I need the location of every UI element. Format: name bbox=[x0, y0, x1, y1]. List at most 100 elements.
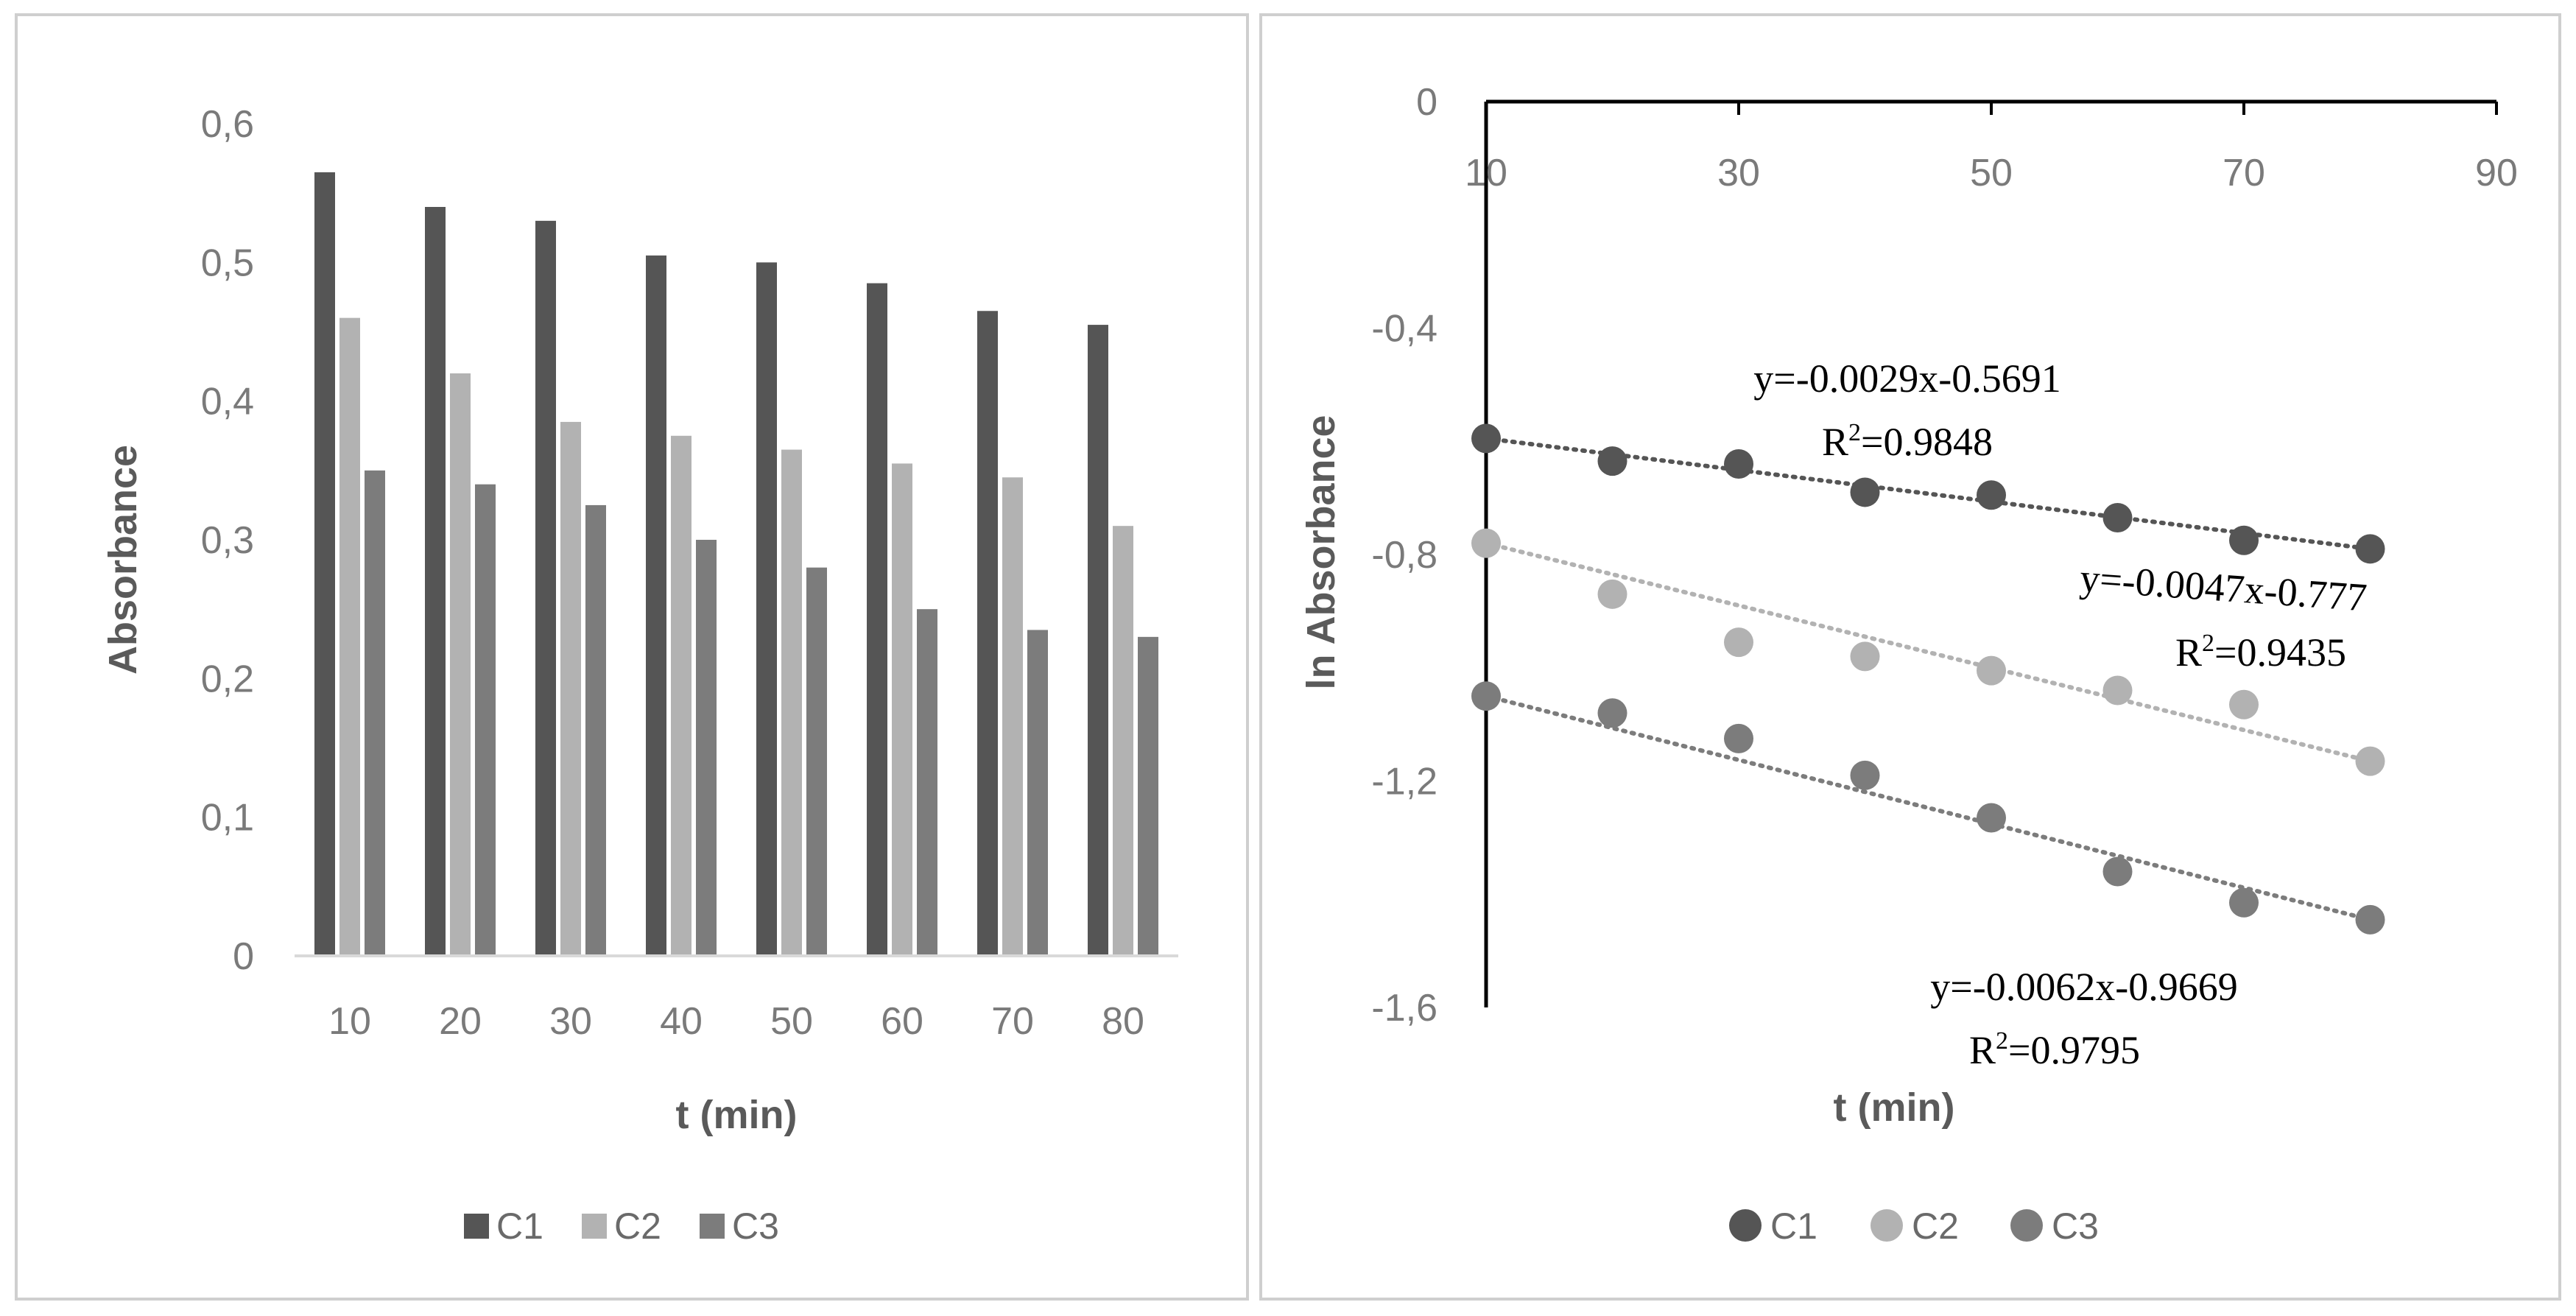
bar-x-tick-label: 60 bbox=[881, 1000, 923, 1043]
left-panel-frame bbox=[15, 13, 1249, 1301]
scatter-points bbox=[1471, 423, 2385, 935]
point-c2 bbox=[2229, 689, 2259, 719]
bar-x-tick-label: 70 bbox=[991, 1000, 1034, 1043]
scatter-y-tick-label: 0 bbox=[1416, 81, 1437, 124]
bar-y-tick-label: 0,5 bbox=[201, 242, 254, 284]
point-c1 bbox=[1977, 480, 2006, 510]
bar-chart: 0 0,1 0,2 0,3 0,4 0,5 0,6 10 20 30 40 50 60 70 80 Abs… bbox=[101, 103, 1178, 1247]
c1-equation: y=-0.0029x-0.5691 bbox=[1753, 356, 2061, 401]
trendline-c1 bbox=[1484, 436, 2373, 552]
point-c2 bbox=[1850, 641, 1880, 672]
bar-c3 bbox=[917, 609, 937, 956]
right-panel-frame bbox=[1259, 13, 2561, 1301]
bar-c3 bbox=[696, 540, 717, 956]
scatter-legend-label-c3: C3 bbox=[2052, 1206, 2099, 1247]
c1-trend-annotation: y=-0.0029x-0.5691 R2=0.9848 bbox=[1753, 356, 2061, 464]
bar-c1 bbox=[756, 262, 777, 956]
bar-c1 bbox=[646, 255, 666, 957]
bar-x-tick-label: 30 bbox=[549, 1000, 592, 1043]
scatter-legend-marker-c3 bbox=[2010, 1209, 2043, 1242]
bar-c2 bbox=[892, 463, 912, 956]
scatter-legend-marker-c1 bbox=[1729, 1209, 1762, 1242]
bar-x-tick-label: 20 bbox=[439, 1000, 482, 1043]
bar-c2 bbox=[671, 435, 691, 956]
scatter-x-axis-title: t (min) bbox=[1834, 1085, 1955, 1130]
point-c3 bbox=[2355, 904, 2385, 935]
point-c1 bbox=[2229, 525, 2259, 555]
scatter-x-tick-label: 50 bbox=[1970, 152, 2013, 194]
point-c3 bbox=[1597, 698, 1627, 728]
bar-c1 bbox=[977, 311, 998, 956]
bar-c2 bbox=[339, 317, 360, 957]
scatter-trendlines bbox=[1484, 436, 2373, 922]
scatter-legend: C1 C2 C3 bbox=[1729, 1206, 2099, 1247]
bar-c2 bbox=[781, 449, 802, 956]
bar-c1 bbox=[425, 207, 446, 956]
bar-c2 bbox=[450, 373, 471, 956]
scatter-x-tick-label: 70 bbox=[2223, 152, 2265, 194]
bar-c2 bbox=[1113, 526, 1133, 956]
bar-c1 bbox=[535, 220, 556, 956]
bar-series-bars bbox=[314, 172, 1158, 957]
scatter-x-tick-label: 90 bbox=[2475, 152, 2518, 194]
bar-x-axis-title: t (min) bbox=[676, 1093, 798, 1137]
point-c3 bbox=[1850, 760, 1880, 790]
bar-c1 bbox=[867, 283, 887, 956]
bar-y-tick-label: 0,6 bbox=[201, 103, 254, 146]
point-c2 bbox=[1977, 655, 2006, 686]
trendline-c2 bbox=[1484, 541, 2373, 764]
c3-trend-annotation: y=-0.0062x-0.9669 R2=0.9795 bbox=[1930, 965, 2237, 1072]
scatter-y-tick-label: -1,2 bbox=[1371, 761, 1437, 803]
bar-y-tick-label: 0 bbox=[233, 935, 254, 978]
scatter-x-tick-label: 10 bbox=[1465, 152, 1507, 194]
bar-legend-label-c1: C1 bbox=[496, 1206, 543, 1247]
point-c1 bbox=[2102, 503, 2133, 533]
point-c2 bbox=[1724, 627, 1753, 658]
bar-y-tick-label: 0,4 bbox=[201, 381, 254, 423]
scatter-y-tick-label: -1,6 bbox=[1371, 987, 1437, 1030]
scatter-y-axis-title: ln Absorbance bbox=[1299, 415, 1343, 689]
bar-c3 bbox=[1027, 630, 1048, 956]
point-c2 bbox=[2355, 746, 2385, 776]
bar-x-tick-label: 50 bbox=[770, 1000, 813, 1043]
bar-y-tick-label: 0,2 bbox=[201, 658, 254, 700]
bar-y-tick-label: 0,3 bbox=[201, 519, 254, 562]
bar-c3 bbox=[806, 567, 827, 956]
scatter-y-tick-label: -0,8 bbox=[1371, 534, 1437, 577]
bar-legend-swatch-c1 bbox=[464, 1214, 489, 1239]
scatter-y-tick-label: -0,4 bbox=[1371, 308, 1437, 351]
point-c3 bbox=[1471, 681, 1501, 711]
bar-x-tick-label: 10 bbox=[328, 1000, 371, 1043]
point-c1 bbox=[1850, 477, 1880, 507]
c2-r2: R2=0.9435 bbox=[2175, 630, 2346, 675]
bar-c1 bbox=[314, 172, 335, 957]
bar-c2 bbox=[560, 421, 581, 956]
point-c1 bbox=[2355, 534, 2385, 564]
bar-c2 bbox=[1002, 477, 1023, 956]
bar-x-tick-label: 40 bbox=[660, 1000, 703, 1043]
point-c2 bbox=[1471, 528, 1501, 558]
bar-c3 bbox=[585, 504, 606, 956]
bar-y-axis-title: Absorbance bbox=[101, 445, 145, 675]
point-c3 bbox=[2229, 887, 2259, 918]
scatter-y-tick-labels: 0 -0,4 -0,8 -1,2 -1,6 bbox=[1371, 81, 1437, 1030]
scatter-legend-label-c1: C1 bbox=[1770, 1206, 1817, 1247]
bar-x-tick-label: 80 bbox=[1102, 1000, 1144, 1043]
bar-c3 bbox=[475, 484, 496, 956]
point-c3 bbox=[1724, 723, 1753, 753]
c1-r2: R2=0.9848 bbox=[1822, 419, 1993, 464]
point-c3 bbox=[1977, 803, 2006, 833]
bar-y-tick-label: 0,1 bbox=[201, 797, 254, 840]
bar-y-tick-labels: 0 0,1 0,2 0,3 0,4 0,5 0,6 bbox=[201, 103, 254, 978]
bar-x-tick-labels: 10 20 30 40 50 60 70 80 bbox=[328, 1000, 1144, 1043]
scatter-chart: 10 30 50 70 90 0 -0,4 -0,8 -1,2 -1,6 y=-0.0029x-… bbox=[1299, 81, 2518, 1247]
point-c3 bbox=[2102, 856, 2133, 887]
point-c2 bbox=[2102, 675, 2133, 705]
bar-legend-label-c3: C3 bbox=[732, 1206, 779, 1247]
scatter-x-tick-label: 30 bbox=[1717, 152, 1760, 194]
bar-legend: C1 C2 C3 bbox=[464, 1206, 779, 1247]
point-c2 bbox=[1597, 579, 1627, 609]
point-c1 bbox=[1597, 446, 1627, 476]
bar-c1 bbox=[1088, 325, 1108, 956]
